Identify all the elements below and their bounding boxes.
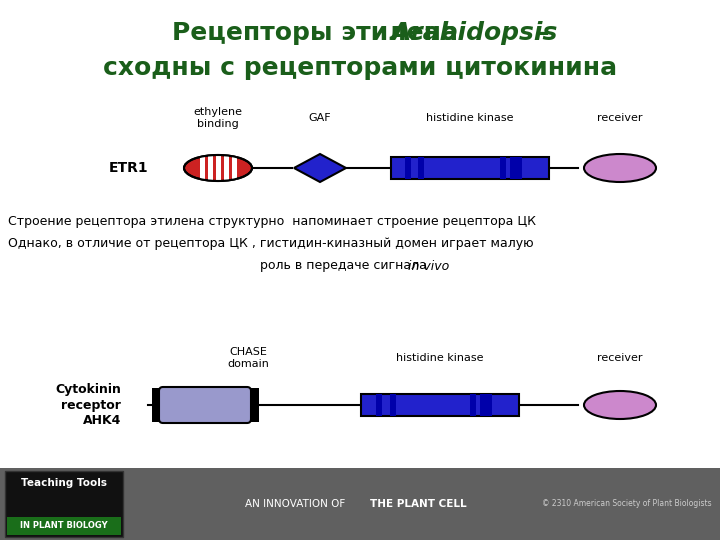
Bar: [5, 471, 123, 537]
Text: ETR1: ETR1: [109, 161, 148, 175]
Text: ethylene
binding: ethylene binding: [194, 107, 243, 129]
Bar: [376, 394, 382, 416]
Text: Arabidopsis: Arabidopsis: [392, 21, 559, 45]
Text: receiver: receiver: [598, 113, 643, 123]
Text: histidine kinase: histidine kinase: [396, 353, 484, 363]
Bar: [391, 157, 549, 179]
Bar: [390, 394, 396, 416]
Bar: [7, 517, 121, 535]
Text: CHASE
domain: CHASE domain: [227, 347, 269, 369]
Bar: [486, 394, 492, 416]
Text: IN PLANT BIOLOGY: IN PLANT BIOLOGY: [20, 522, 108, 530]
Text: Строение рецептора этилена структурно  напоминает строение рецептора ЦК: Строение рецептора этилена структурно на…: [8, 215, 536, 228]
Ellipse shape: [584, 154, 656, 182]
FancyBboxPatch shape: [159, 387, 251, 423]
Bar: [216, 156, 221, 180]
Bar: [152, 388, 161, 422]
Ellipse shape: [184, 155, 252, 181]
Text: –: –: [528, 21, 549, 45]
Text: Cytokinin
receptor
AHK4: Cytokinin receptor AHK4: [55, 383, 121, 427]
Text: GAF: GAF: [309, 113, 331, 123]
Bar: [516, 157, 522, 179]
Text: THE PLANT CELL: THE PLANT CELL: [370, 499, 467, 509]
Bar: [200, 156, 205, 180]
Bar: [232, 156, 237, 180]
Text: Однако, в отличие от рецептора ЦК , гистидин-киназный домен играет малую: Однако, в отличие от рецептора ЦК , гист…: [8, 238, 534, 251]
Text: receiver: receiver: [598, 353, 643, 363]
Bar: [361, 394, 519, 416]
Text: AN INNOVATION OF: AN INNOVATION OF: [245, 499, 348, 509]
Text: Teaching Tools: Teaching Tools: [21, 478, 107, 488]
Polygon shape: [294, 154, 346, 182]
Text: © 2310 American Society of Plant Biologists: © 2310 American Society of Plant Biologi…: [542, 500, 712, 509]
Bar: [418, 157, 424, 179]
Bar: [510, 157, 516, 179]
Bar: [470, 394, 476, 416]
Bar: [405, 157, 411, 179]
Text: histidine kinase: histidine kinase: [426, 113, 514, 123]
Bar: [0, 468, 720, 540]
Text: сходны с рецепторами цитокинина: сходны с рецепторами цитокинина: [103, 56, 617, 80]
Bar: [224, 156, 229, 180]
Bar: [480, 394, 486, 416]
Bar: [500, 157, 506, 179]
Text: роль в передаче сигнала: роль в передаче сигнала: [260, 260, 431, 273]
Bar: [250, 388, 259, 422]
Text: Рецепторы этилена: Рецепторы этилена: [172, 21, 467, 45]
Text: in vivo: in vivo: [408, 260, 449, 273]
Bar: [208, 156, 213, 180]
Ellipse shape: [584, 391, 656, 419]
